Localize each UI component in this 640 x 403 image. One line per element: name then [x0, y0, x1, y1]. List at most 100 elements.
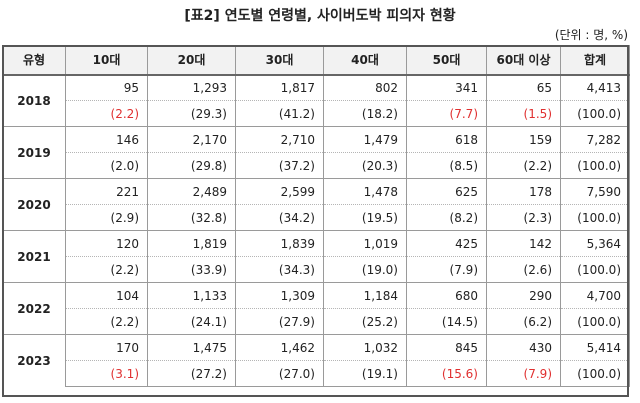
header-60plus: 60대 이상 — [486, 45, 561, 76]
percent-cell: (33.9) — [147, 256, 236, 283]
percent-cell: (27.9) — [235, 308, 324, 335]
percent-cell: (27.0) — [235, 360, 324, 387]
percent-cell: (24.1) — [147, 308, 236, 335]
header-40s: 40대 — [323, 45, 407, 76]
header-type: 유형 — [2, 45, 66, 76]
percent-cell: (15.6) — [406, 360, 487, 387]
count-cell: 7,282 — [560, 126, 630, 153]
percent-cell: (2.3) — [486, 204, 561, 231]
percent-cell: (2.2) — [65, 308, 148, 335]
percent-cell: (2.2) — [65, 100, 148, 127]
percent-cell: (3.1) — [65, 360, 148, 387]
table-row-count: 2022 104 1,133 1,309 1,184 680 290 4,700 — [2, 282, 630, 335]
table-row-percent: (3.1) (27.2) (27.0) (19.1) (15.6) (7.9) (100.0… — [3, 360, 630, 387]
percent-cell: (27.2) — [147, 360, 236, 387]
table-row-count: 2019 146 2,170 2,710 1,479 618 159 7,282 — [2, 126, 630, 179]
count-cell: 2,489 — [147, 178, 236, 205]
count-cell: 290 — [486, 282, 561, 309]
count-cell: 2,170 — [147, 126, 236, 153]
percent-cell: (8.2) — [406, 204, 487, 231]
percent-cell: (2.2) — [486, 152, 561, 179]
count-cell: 1,309 — [235, 282, 324, 309]
percent-cell: (100.0) — [560, 256, 630, 283]
count-cell: 95 — [65, 74, 148, 101]
count-cell: 1,293 — [147, 74, 236, 101]
percent-cell: (100.0) — [560, 360, 630, 387]
percent-cell: (2.6) — [486, 256, 561, 283]
table-row-percent: (2.0) (29.8) (37.2) (20.3) (8.5) (2.2) (100.0) — [3, 152, 630, 179]
percent-cell: (100.0) — [560, 204, 630, 231]
percent-cell: (100.0) — [560, 308, 630, 335]
count-cell: 1,019 — [323, 230, 407, 257]
table-row-count: 2018 95 1,293 1,817 802 341 65 4,413 — [2, 74, 630, 127]
count-cell: 1,478 — [323, 178, 407, 205]
count-cell: 341 — [406, 74, 487, 101]
table-row-percent: (2.2) (29.3) (41.2) (18.2) (7.7) (1.5) (100.0) — [3, 100, 630, 127]
count-cell: 680 — [406, 282, 487, 309]
year-cell: 2018 — [2, 74, 66, 127]
year-cell: 2020 — [2, 178, 66, 231]
percent-cell: (41.2) — [235, 100, 324, 127]
table-row-percent: (2.9) (32.8) (34.2) (19.5) (8.2) (2.3) (100.0) — [3, 204, 630, 231]
header-30s: 30대 — [235, 45, 324, 76]
table-title: [표2] 연도별 연령별, 사이버도박 피의자 현황 — [184, 8, 456, 24]
count-cell: 1,462 — [235, 334, 324, 361]
percent-cell: (8.5) — [406, 152, 487, 179]
percent-cell: (20.3) — [323, 152, 407, 179]
table-row-count: 2021 120 1,819 1,839 1,019 425 142 5,364 — [2, 230, 630, 283]
header-50s: 50대 — [406, 45, 487, 76]
count-cell: 2,710 — [235, 126, 324, 153]
percent-cell: (19.1) — [323, 360, 407, 387]
table-row-count: 2020 221 2,489 2,599 1,478 625 178 7,590 — [2, 178, 630, 231]
year-cell: 2021 — [2, 230, 66, 283]
percent-cell: (32.8) — [147, 204, 236, 231]
percent-cell: (2.9) — [65, 204, 148, 231]
percent-cell: (2.0) — [65, 152, 148, 179]
count-cell: 146 — [65, 126, 148, 153]
count-cell: 142 — [486, 230, 561, 257]
count-cell: 1,817 — [235, 74, 324, 101]
percent-cell: (19.5) — [323, 204, 407, 231]
year-cell: 2023 — [2, 334, 66, 387]
table-row-percent: (2.2) (24.1) (27.9) (25.2) (14.5) (6.2) (100.0… — [3, 308, 630, 335]
count-cell: 170 — [65, 334, 148, 361]
unit-note: (단위 : 명, %) — [554, 28, 628, 42]
percent-cell: (25.2) — [323, 308, 407, 335]
percent-cell: (29.8) — [147, 152, 236, 179]
percent-cell: (14.5) — [406, 308, 487, 335]
suspect-table: 유형 10대 20대 30대 40대 50대 60대 이상 합계 2018 95 1… — [2, 45, 630, 387]
percent-cell: (18.2) — [323, 100, 407, 127]
header-20s: 20대 — [147, 45, 236, 76]
percent-cell: (6.2) — [486, 308, 561, 335]
count-cell: 1,819 — [147, 230, 236, 257]
count-cell: 221 — [65, 178, 148, 205]
count-cell: 5,364 — [560, 230, 630, 257]
percent-cell: (37.2) — [235, 152, 324, 179]
count-cell: 104 — [65, 282, 148, 309]
count-cell: 2,599 — [235, 178, 324, 205]
percent-cell: (34.3) — [235, 256, 324, 283]
count-cell: 1,133 — [147, 282, 236, 309]
count-cell: 802 — [323, 74, 407, 101]
table-row-percent: (2.2) (33.9) (34.3) (19.0) (7.9) (2.6) (100.0) — [3, 256, 630, 283]
header-row: 유형 10대 20대 30대 40대 50대 60대 이상 합계 — [2, 45, 630, 76]
count-cell: 1,475 — [147, 334, 236, 361]
percent-cell: (7.7) — [406, 100, 487, 127]
count-cell: 5,414 — [560, 334, 630, 361]
percent-cell: (100.0) — [560, 100, 630, 127]
percent-cell: (1.5) — [486, 100, 561, 127]
count-cell: 618 — [406, 126, 487, 153]
header-total: 합계 — [560, 45, 630, 76]
year-cell: 2019 — [2, 126, 66, 179]
header-10s: 10대 — [65, 45, 148, 76]
count-cell: 4,700 — [560, 282, 630, 309]
count-cell: 625 — [406, 178, 487, 205]
table-row-count: 2023 170 1,475 1,462 1,032 845 430 5,414 — [2, 334, 630, 387]
count-cell: 4,413 — [560, 74, 630, 101]
table-body: 2018 95 1,293 1,817 802 341 65 4,413 (2.2) (29.3)… — [2, 74, 630, 387]
count-cell: 430 — [486, 334, 561, 361]
count-cell: 7,590 — [560, 178, 630, 205]
count-cell: 178 — [486, 178, 561, 205]
count-cell: 1,032 — [323, 334, 407, 361]
percent-cell: (7.9) — [486, 360, 561, 387]
